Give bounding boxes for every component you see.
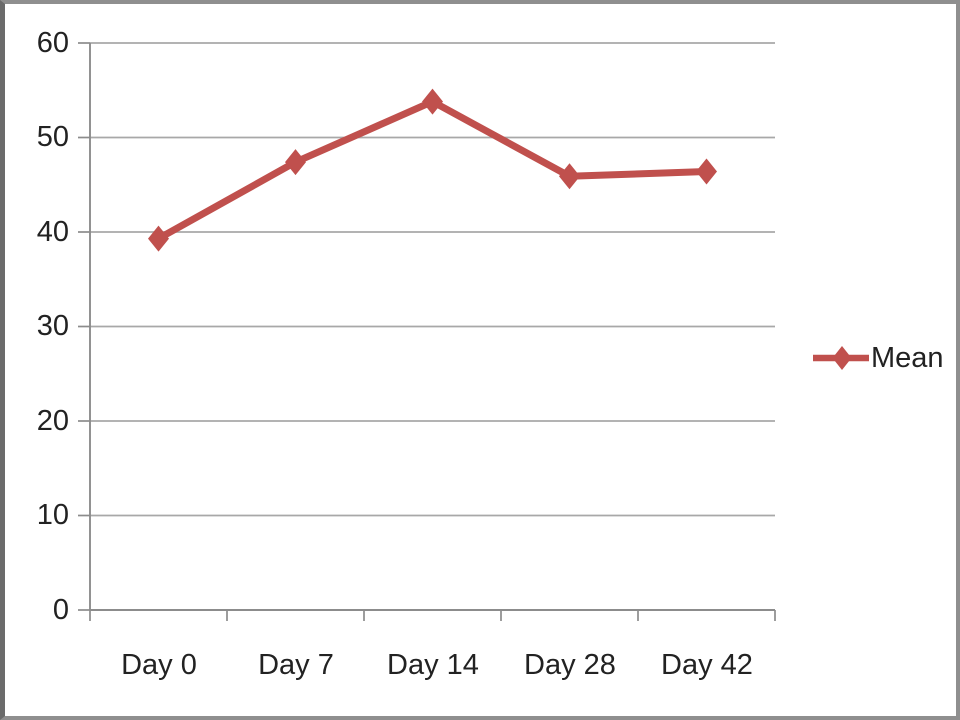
x-category-label: Day 42	[661, 649, 753, 681]
y-tick-label: 0	[52, 594, 69, 626]
x-category-label: Day 14	[387, 649, 479, 681]
data-point-marker	[559, 163, 580, 190]
legend-series-label: Mean	[871, 342, 944, 374]
data-point-marker	[696, 158, 717, 185]
x-category-label: Day 28	[524, 649, 616, 681]
y-tick-label: 40	[36, 216, 69, 248]
legend-marker-diamond	[832, 346, 852, 370]
data-point-marker	[422, 88, 443, 115]
series-line	[155, 98, 710, 243]
data-point-marker	[285, 149, 306, 176]
x-category-label: Day 7	[258, 649, 334, 681]
x-category-label: Day 0	[121, 649, 197, 681]
y-tick-label: 20	[36, 405, 69, 437]
y-tick-label: 50	[36, 121, 69, 153]
y-tick-label: 10	[36, 499, 69, 531]
y-tick-label: 30	[36, 310, 69, 342]
line-chart-plot	[78, 42, 869, 621]
y-tick-label: 60	[36, 27, 69, 59]
data-point-marker	[148, 225, 169, 252]
